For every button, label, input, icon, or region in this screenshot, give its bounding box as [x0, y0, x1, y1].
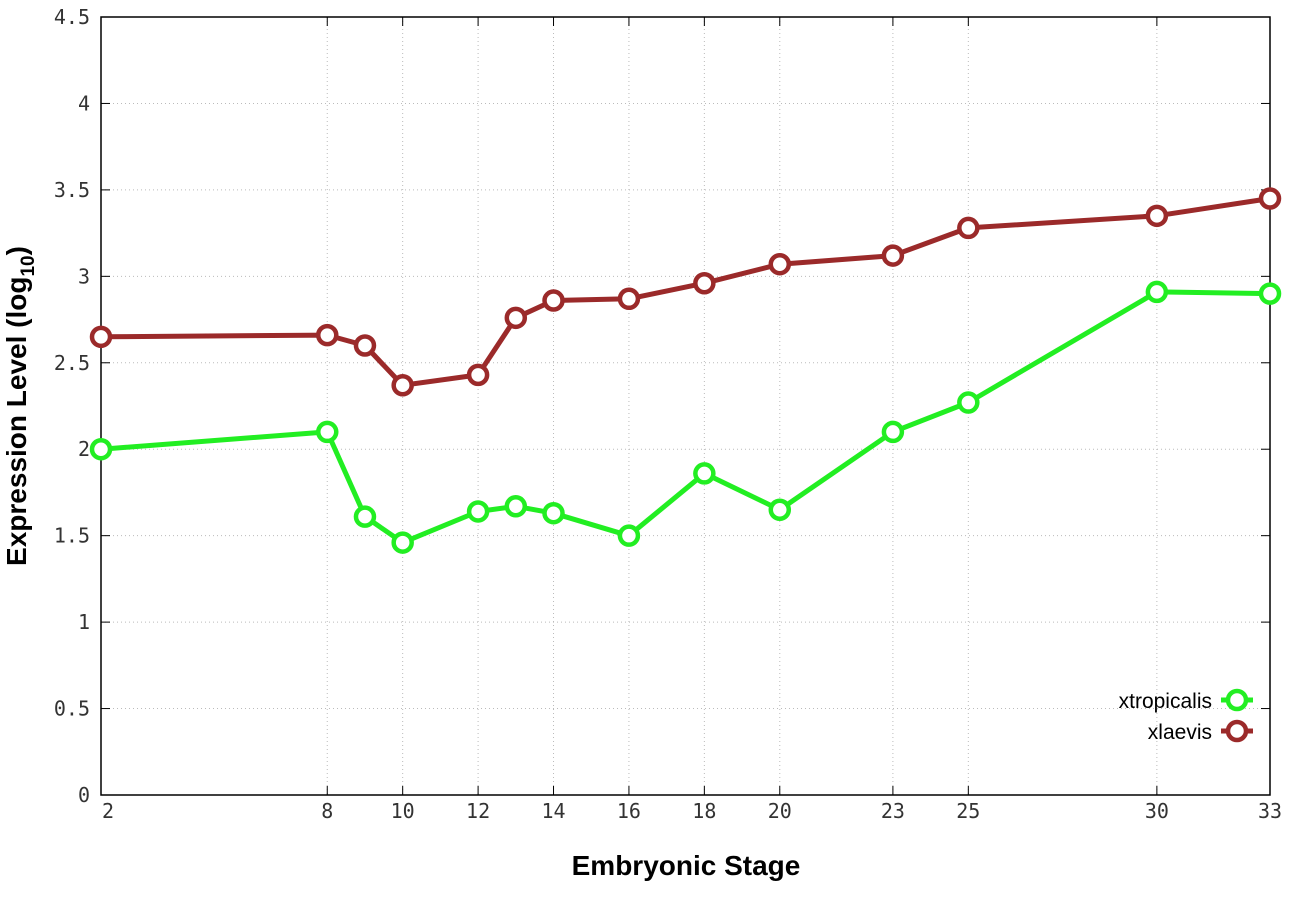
y-axis-title-subscript: 10 [18, 255, 39, 276]
x-tick-label: 33 [1258, 799, 1282, 823]
axis-ticks: 0 0.5 1 1.5 2 2.5 3 3.5 4 4.5 2 8 10 12 14 16 18 20 23 25 30… [54, 5, 1282, 823]
data-point-xlaevis [1258, 187, 1282, 210]
y-tick-label: 1.5 [54, 524, 90, 548]
plot-frame [100, 16, 1271, 796]
data-point-xtropicalis [768, 498, 792, 521]
x-tick-label: 10 [391, 799, 415, 823]
data-point-xlaevis [542, 289, 565, 312]
data-point-xlaevis [1145, 204, 1169, 228]
data-point-xtropicalis [316, 420, 339, 444]
data-point-xtropicalis [89, 437, 113, 461]
data-point-xlaevis [316, 323, 339, 347]
data-point-xlaevis [353, 334, 377, 357]
data-point-xlaevis [768, 252, 792, 276]
y-tick-label: 3 [78, 264, 90, 288]
data-point-xlaevis [391, 374, 414, 397]
data-point-xlaevis [89, 325, 113, 349]
x-tick-label: 12 [466, 799, 490, 823]
y-tick-label: 3.5 [54, 178, 90, 202]
data-point-xlaevis [504, 306, 528, 330]
x-tick-label: 23 [881, 799, 905, 823]
data-point-xtropicalis [391, 531, 414, 554]
data-point-xtropicalis [1258, 282, 1282, 305]
legend-label-xtropicalis: xtropicalis [1119, 690, 1212, 713]
data-point-xtropicalis [957, 391, 980, 414]
data-point-xtropicalis [693, 462, 716, 485]
data-point-xlaevis [957, 216, 980, 240]
data-point-xtropicalis [504, 495, 528, 518]
data-point-xtropicalis [881, 420, 905, 444]
series-line-xlaevis [100, 196, 1271, 388]
y-axis-title-close: ) [1, 246, 32, 255]
data-point-xtropicalis [466, 500, 490, 523]
x-tick-label: 20 [768, 799, 792, 823]
x-tick-label: 25 [956, 799, 980, 823]
x-tick-label: 18 [692, 799, 716, 823]
x-tick-label: 30 [1145, 799, 1169, 823]
data-point-xlaevis [466, 363, 490, 387]
x-tick-label: 8 [321, 799, 333, 823]
data-point-xtropicalis [617, 524, 641, 547]
x-tick-label: 2 [102, 799, 114, 823]
y-tick-label: 2.5 [54, 351, 90, 375]
y-axis-title: Expression Level (log10) [1, 246, 39, 566]
data-point-xtropicalis [1145, 280, 1169, 304]
y-axis-title-main: Expression Level (log [1, 277, 32, 566]
data-point-xtropicalis [353, 505, 377, 528]
grid-lines [101, 17, 1270, 795]
y-tick-label: 0.5 [54, 697, 90, 721]
data-point-xlaevis [617, 287, 641, 311]
series-layer [89, 187, 1282, 554]
legend-marker-xlaevis [1225, 719, 1249, 743]
data-point-xlaevis [881, 244, 905, 267]
series-xlaevis [89, 187, 1282, 397]
series-xtropicalis [89, 280, 1282, 554]
legend-marker-xtropicalis [1225, 688, 1249, 712]
legend-label-xlaevis: xlaevis [1148, 721, 1212, 744]
x-tick-label: 14 [541, 799, 565, 823]
x-tick-label: 16 [617, 799, 641, 823]
legend: xtropicalis xlaevis [1119, 688, 1253, 744]
data-point-xtropicalis [542, 501, 565, 525]
x-axis-title: Embryonic Stage [572, 850, 801, 881]
y-tick-label: 4.5 [54, 5, 90, 29]
y-tick-label: 4 [78, 91, 90, 115]
series-line-xtropicalis [100, 289, 1271, 546]
y-tick-label: 1 [78, 610, 90, 634]
y-tick-label: 0 [78, 783, 90, 807]
data-point-xlaevis [693, 271, 716, 295]
y-tick-label: 2 [78, 437, 90, 461]
